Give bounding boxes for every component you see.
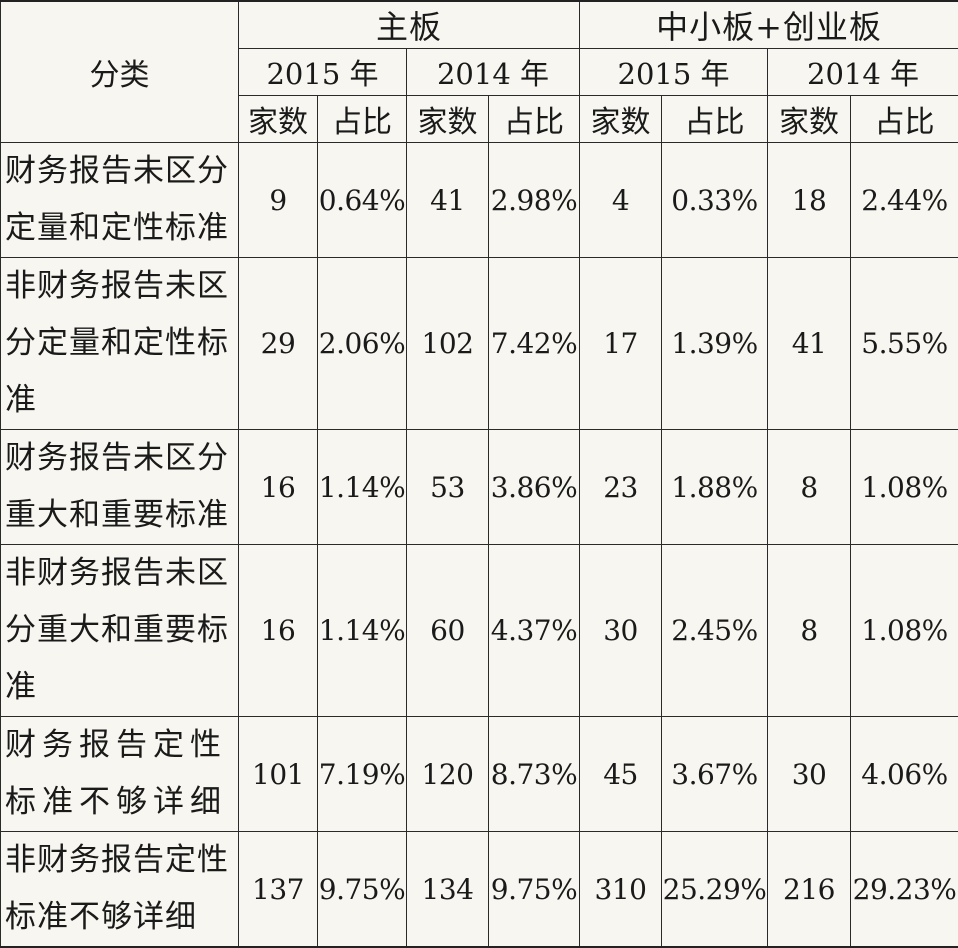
row-label: 财务报告未区分定量和定性标准 [1, 143, 239, 258]
table-cell: 17 [580, 258, 662, 430]
table-cell: 45 [580, 717, 662, 832]
table-cell: 4 [580, 143, 662, 258]
table-row: 财务报告未区分定量和定性标准 9 0.64% 41 2.98% 4 0.33% … [1, 143, 958, 258]
table-cell: 4.37% [489, 545, 580, 717]
year-header: 2015 年 [580, 49, 768, 96]
table-cell: 101 [239, 717, 318, 832]
row-label: 财务报告未区分重大和重要标准 [1, 430, 239, 545]
table-row: 财务报告未区分重大和重要标准 16 1.14% 53 3.86% 23 1.88… [1, 430, 958, 545]
ratio-header: 占比 [489, 96, 580, 143]
year-header: 2015 年 [239, 49, 407, 96]
table-cell: 53 [407, 430, 489, 545]
table-cell: 1.08% [851, 545, 958, 717]
table-cell: 1.08% [851, 430, 958, 545]
table-cell: 102 [407, 258, 489, 430]
table-cell: 3.86% [489, 430, 580, 545]
table-body: 财务报告未区分定量和定性标准 9 0.64% 41 2.98% 4 0.33% … [1, 143, 958, 948]
table-cell: 2.98% [489, 143, 580, 258]
table-cell: 134 [407, 832, 489, 948]
table-cell: 2.44% [851, 143, 958, 258]
table-cell: 7.19% [318, 717, 407, 832]
table-cell: 137 [239, 832, 318, 948]
table-cell: 1.14% [318, 430, 407, 545]
table-cell: 60 [407, 545, 489, 717]
table-cell: 16 [239, 545, 318, 717]
table-cell: 4.06% [851, 717, 958, 832]
table-cell: 3.67% [662, 717, 768, 832]
row-label: 非财务报告定性标准不够详细 [1, 832, 239, 948]
table-cell: 29 [239, 258, 318, 430]
ratio-header: 占比 [662, 96, 768, 143]
year-header: 2014 年 [768, 49, 958, 96]
table-cell: 25.29% [662, 832, 768, 948]
table-cell: 9 [239, 143, 318, 258]
year-header: 2014 年 [407, 49, 580, 96]
table-cell: 216 [768, 832, 851, 948]
board-header-main: 主板 [239, 1, 580, 49]
table-cell: 0.33% [662, 143, 768, 258]
ratio-header: 占比 [318, 96, 407, 143]
table-row: 财务报告定性标准不够详细 101 7.19% 120 8.73% 45 3.67… [1, 717, 958, 832]
table-cell: 41 [768, 258, 851, 430]
table-cell: 16 [239, 430, 318, 545]
table-cell: 0.64% [318, 143, 407, 258]
row-label: 非财务报告未区分重大和重要标准 [1, 545, 239, 717]
count-header: 家数 [407, 96, 489, 143]
board-header-sme-gem: 中小板+创业板 [580, 1, 958, 49]
table-cell: 18 [768, 143, 851, 258]
ratio-header: 占比 [851, 96, 958, 143]
row-label: 财务报告定性标准不够详细 [1, 717, 239, 832]
table-cell: 2.06% [318, 258, 407, 430]
count-header: 家数 [580, 96, 662, 143]
table-cell: 29.23% [851, 832, 958, 948]
table-cell: 310 [580, 832, 662, 948]
table-cell: 8 [768, 430, 851, 545]
row-label: 非财务报告未区分定量和定性标准 [1, 258, 239, 430]
table-cell: 8 [768, 545, 851, 717]
table-cell: 1.39% [662, 258, 768, 430]
count-header: 家数 [768, 96, 851, 143]
table-header: 分类 主板 中小板+创业板 2015 年 2014 年 2015 年 2014 … [1, 1, 958, 143]
table-cell: 1.14% [318, 545, 407, 717]
table-row: 非财务报告定性标准不够详细 137 9.75% 134 9.75% 310 25… [1, 832, 958, 948]
table-row: 非财务报告未区分重大和重要标准 16 1.14% 60 4.37% 30 2.4… [1, 545, 958, 717]
table-cell: 120 [407, 717, 489, 832]
table-cell: 8.73% [489, 717, 580, 832]
table-cell: 7.42% [489, 258, 580, 430]
table-cell: 30 [580, 545, 662, 717]
table-cell: 5.55% [851, 258, 958, 430]
table-cell: 9.75% [318, 832, 407, 948]
table-cell: 23 [580, 430, 662, 545]
table-row: 非财务报告未区分定量和定性标准 29 2.06% 102 7.42% 17 1.… [1, 258, 958, 430]
table-cell: 30 [768, 717, 851, 832]
table-cell: 1.88% [662, 430, 768, 545]
table-cell: 9.75% [489, 832, 580, 948]
count-header: 家数 [239, 96, 318, 143]
table-cell: 2.45% [662, 545, 768, 717]
table-cell: 41 [407, 143, 489, 258]
category-header: 分类 [1, 1, 239, 143]
